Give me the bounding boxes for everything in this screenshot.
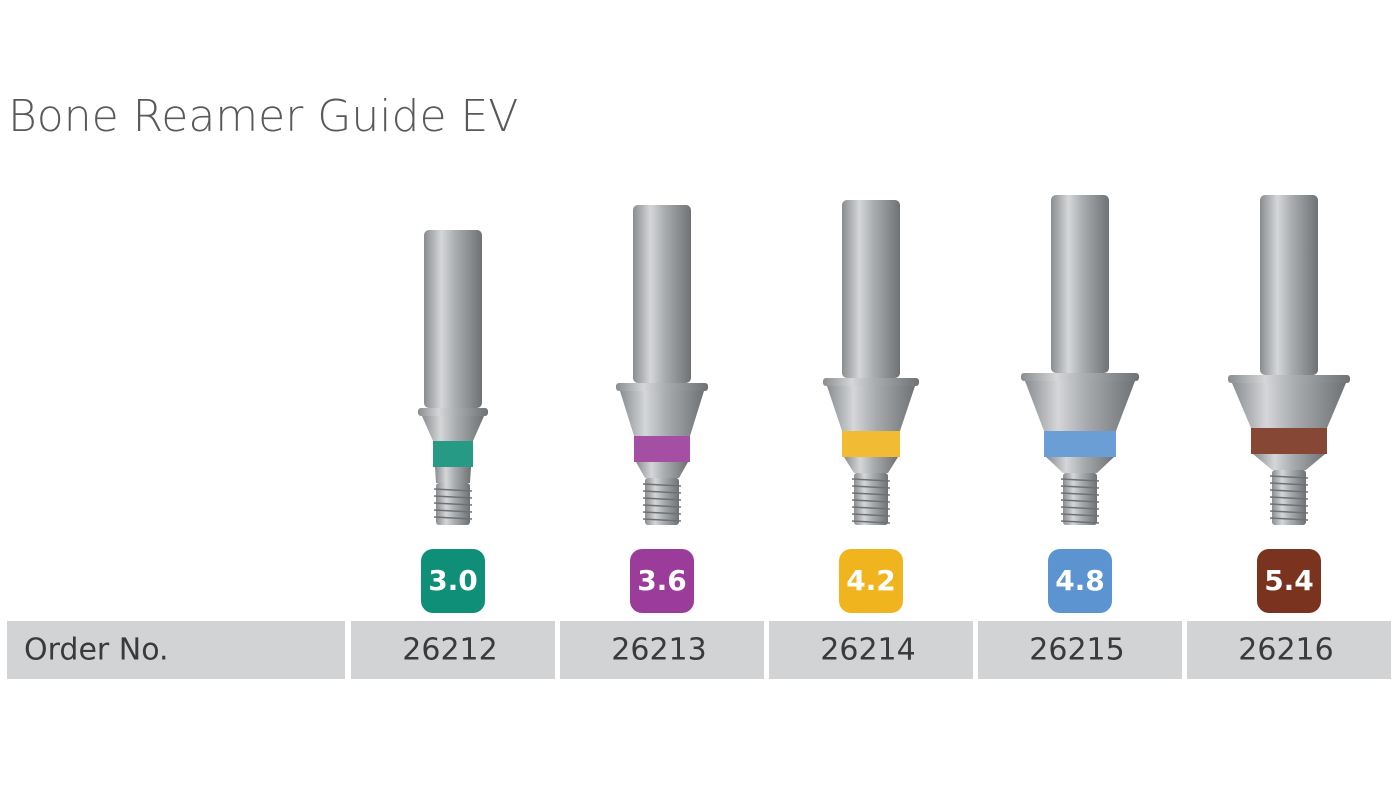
screw-thread [851,520,891,524]
implant-shaft [842,200,900,378]
screw-thread [1060,478,1100,482]
implant-neck [435,467,471,483]
implant-flange [1021,373,1139,381]
size-label: 4.8 [1055,564,1105,597]
size-label: 4.2 [846,564,896,597]
screw-thread [1269,503,1309,507]
order-cell [978,621,1182,679]
implant-band [1044,431,1116,457]
screw-thread [1060,513,1100,517]
order-cell [769,621,973,679]
screw-thread [1269,517,1309,521]
title: Bone Reamer Guide EV [8,91,518,142]
size-label: 3.0 [428,564,478,597]
size-badge [421,549,485,613]
screw-thread [1060,520,1100,524]
order-number: 26216 [1238,633,1333,668]
screw-thread [851,485,891,489]
size-label: 5.4 [1264,564,1314,597]
size-badge [839,549,903,613]
implant-taper [1232,383,1346,428]
order-number: 26214 [820,633,915,668]
screw-thread [851,499,891,503]
implant-neck [844,457,898,473]
screw-thread [1269,482,1309,486]
screw-thread [642,518,682,522]
implant-flange [823,378,919,386]
screw-thread [1060,492,1100,496]
screw-thread [433,516,473,520]
screw-thread [433,502,473,506]
screw-thread [433,488,473,492]
size-label: 3.6 [637,564,687,597]
implant-band [1251,428,1327,454]
screw-thread [642,490,682,494]
implant-taper [827,386,915,431]
order-cell [560,621,764,679]
implant-taper [620,391,704,436]
screw-thread [1269,489,1309,493]
screw-thread [433,495,473,499]
screw-thread [1060,499,1100,503]
screw-thread [851,492,891,496]
screw-thread [642,504,682,508]
screw-thread [1060,506,1100,510]
size-badge [630,549,694,613]
order-number: 26215 [1029,633,1124,668]
screw-thread [1269,510,1309,514]
screw-thread [851,478,891,482]
implant-band [634,436,690,462]
implant-neck [1253,454,1325,470]
order-number: 26213 [611,633,706,668]
order-cell [351,621,555,679]
implant-band [842,431,900,457]
implant-shaft [424,230,482,408]
screw-thread [851,513,891,517]
implant-shaft [1051,195,1109,373]
order-number: 26212 [402,633,497,668]
size-badge [1257,549,1321,613]
screw-thread [642,483,682,487]
row-header-cell [7,621,345,679]
screw-thread [642,511,682,515]
implant-taper [422,416,484,441]
implant-neck [636,462,688,478]
implant-taper [1025,381,1135,431]
screw-thread [1269,475,1309,479]
screw-thread [642,497,682,501]
implant-shaft [633,205,691,383]
screw-thread [433,509,473,513]
row-header: Order No. [24,633,169,668]
screw-thread [851,506,891,510]
screw-thread [1269,496,1309,500]
implant-neck [1046,457,1114,473]
implant-flange [418,408,488,416]
implant-flange [1228,375,1350,383]
implant-shaft [1260,195,1318,375]
order-cell [1187,621,1391,679]
implant-flange [616,383,708,391]
screw-thread [1060,485,1100,489]
implant-band [433,441,473,467]
size-badge [1048,549,1112,613]
